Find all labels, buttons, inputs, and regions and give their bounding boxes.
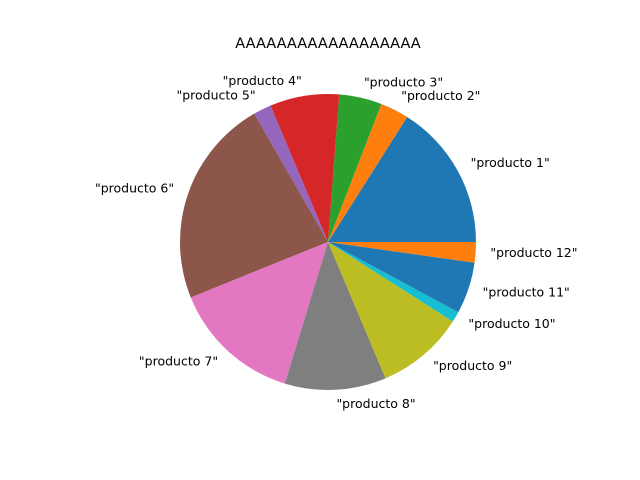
pie-slice-11 (328, 242, 475, 313)
pie-slice-9 (328, 242, 453, 379)
pie-label-2: "producto 2" (401, 88, 480, 103)
pie-label-5: "producto 5" (176, 88, 255, 103)
pie-label-4: "producto 4" (223, 73, 302, 88)
pie-label-11: "producto 11" (483, 284, 570, 299)
pie-labels: "producto 1" "producto 2""producto 3" "pro… (95, 73, 578, 411)
pie-label-7: "producto 7" (139, 354, 218, 369)
pie-slice-4 (270, 94, 340, 242)
pie-slice-8 (284, 242, 386, 390)
pie-label-9: "producto 9" (433, 358, 512, 373)
pie-label-12: "producto 12" (490, 245, 577, 260)
pie-label-10: "producto 10" (468, 316, 555, 331)
pie-label-8: "producto 8" (336, 396, 415, 411)
chart-title: AAAAAAAAAAAAAAAAAA (235, 36, 420, 52)
pie-label-3: "producto 3" (364, 75, 443, 90)
pie-slice-12 (328, 242, 477, 263)
pie-slice-2 (328, 103, 408, 242)
pie-slice-3 (328, 94, 382, 243)
pie-slice-10 (328, 242, 459, 322)
pie-slice-6 (180, 113, 328, 298)
pie-label-1: "producto 1" (471, 155, 550, 170)
pie-slice-5 (254, 105, 328, 242)
pie-slices (180, 94, 477, 390)
pie-label-6: "producto 6" (95, 180, 174, 195)
pie-slice-1 (328, 116, 476, 242)
pie-slice-7 (190, 242, 328, 384)
